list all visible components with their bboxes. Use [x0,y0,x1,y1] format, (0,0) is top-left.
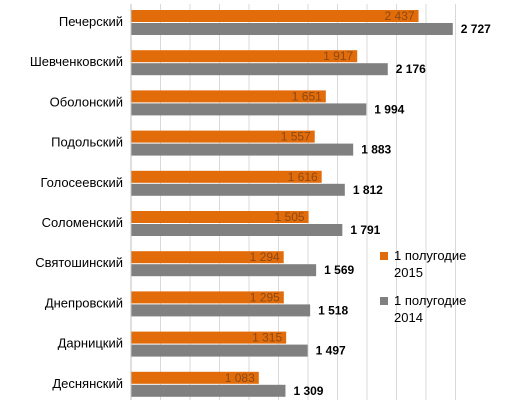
data-label-2015: 1 315 [252,331,282,345]
data-label-2015: 1 505 [275,210,305,224]
bar-2015 [131,50,358,63]
category-labels: Печерский Шевченковский Оболонский Подольск… [30,14,123,391]
legend-swatch [380,297,388,305]
bar-2014 [131,63,388,76]
data-label-2015: 1 616 [288,170,318,184]
category-label: Дарницкий [58,336,123,351]
bar-2015 [131,10,419,22]
data-label-2014: 1 812 [353,183,383,197]
bar-2014 [131,103,367,116]
bar-2015 [131,130,315,143]
category-label: Голосеевский [40,175,123,190]
legend-label: 2014 [394,310,423,325]
bar-2014 [131,23,453,35]
data-label-2014: 1 994 [374,102,404,116]
bars [131,10,453,397]
category-label: Подольский [51,135,123,150]
data-label-2014: 1 569 [324,263,354,277]
bar-2015 [131,170,322,183]
legend-label: 1 полугодие [394,293,466,308]
legend-entry: 1 полугодие 2015 [380,248,466,280]
category-label: Святошинский [35,255,123,270]
data-label-2014: 1 791 [350,223,380,237]
data-label-2014: 1 518 [318,303,348,317]
bar-2015 [131,251,284,264]
data-labels: 2 437 2 727 1 917 2 176 1 651 1 994 1 557 1 883… [225,9,491,398]
data-label-2015: 1 294 [250,250,280,264]
legend-swatch [380,252,388,260]
bar-2015 [131,291,284,304]
bar-2014 [131,183,345,196]
bar-2014 [131,304,311,317]
data-label-2014: 1 883 [361,143,391,157]
data-label-2014: 1 497 [316,344,346,358]
bar-2015 [131,211,309,223]
category-label: Соломенский [42,215,123,230]
bar-2014 [131,224,343,236]
bar-2014 [131,384,286,397]
legend: 1 полугодие 2015 1 полугодие 2014 [380,248,466,325]
bar-2014 [131,143,354,156]
bar-2015 [131,371,259,384]
category-label: Шевченковский [30,54,123,69]
bar-2014 [131,264,317,277]
legend-entry: 1 полугодие 2014 [380,293,466,325]
category-label: Днепровский [45,295,123,310]
data-label-2014: 2 176 [396,62,426,76]
bar-2014 [131,344,308,357]
bar-2015 [131,331,287,344]
data-label-2015: 2 437 [385,9,415,23]
data-label-2015: 1 917 [323,49,353,63]
legend-label: 1 полугодие [394,248,466,263]
legend-label: 2015 [394,265,423,280]
data-label-2015: 1 295 [250,290,280,304]
category-label: Печерский [59,14,123,29]
bar-2015 [131,90,326,103]
data-label-2015: 1 557 [281,130,311,144]
data-label-2015: 1 651 [292,89,322,103]
category-label: Деснянский [52,376,123,391]
data-label-2014: 1 309 [293,384,323,398]
category-label: Оболонский [50,94,123,109]
data-label-2015: 1 083 [225,371,255,385]
data-label-2014: 2 727 [461,22,491,36]
